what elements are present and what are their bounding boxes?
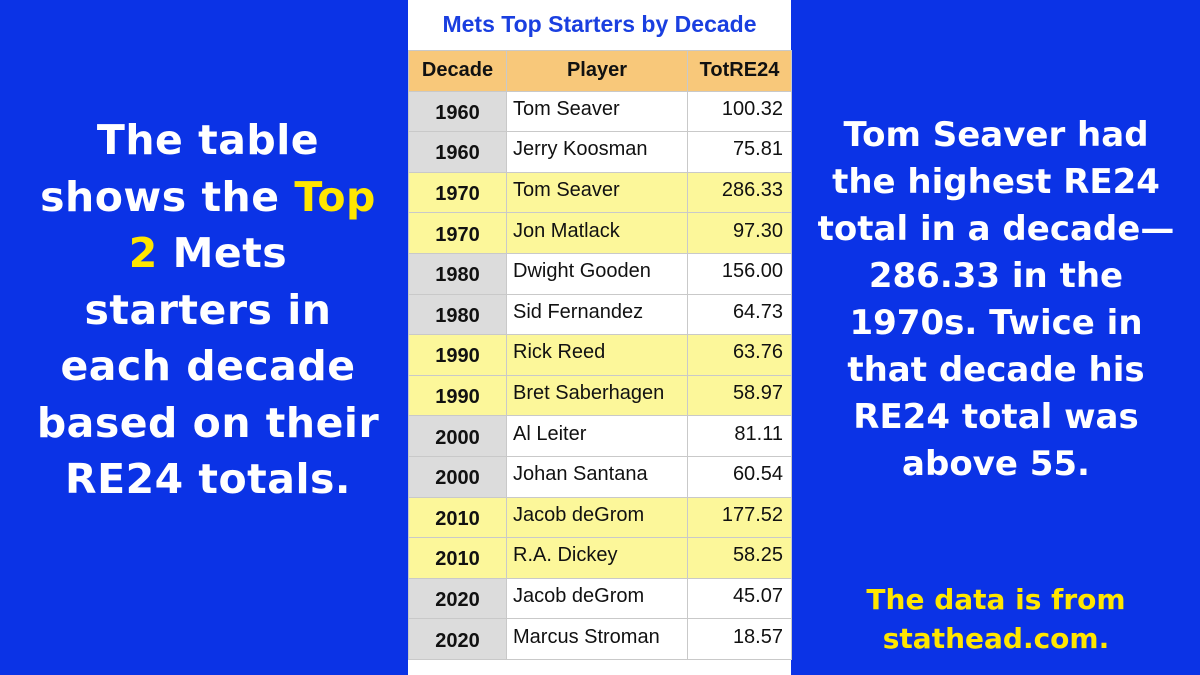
player-cell: Tom Seaver	[506, 171, 688, 214]
player-cell: Johan Santana	[506, 455, 688, 498]
table-panel: Mets Top Starters by Decade Decade Playe…	[408, 0, 792, 675]
table-row: 1970 Tom Seaver 286.33	[408, 171, 792, 214]
totre24-cell: 45.07	[687, 577, 792, 620]
totre24-cell: 75.81	[687, 131, 792, 173]
mets-starters-table: Decade Player TotRE24 1960 Tom Seaver 100.…	[408, 50, 792, 660]
totre24-cell: 81.11	[687, 415, 792, 457]
header-decade: Decade	[408, 50, 507, 92]
decade-cell: 1960	[408, 90, 507, 133]
decade-cell: 1970	[408, 212, 507, 254]
table-row: 1960 Tom Seaver 100.32	[408, 90, 792, 133]
totre24-cell: 286.33	[687, 171, 792, 214]
table-title: Mets Top Starters by Decade	[442, 11, 757, 37]
decade-cell: 2020	[408, 618, 507, 660]
player-cell: Jerry Koosman	[506, 131, 688, 173]
player-cell: Jon Matlack	[506, 212, 688, 254]
totre24-cell: 156.00	[687, 252, 792, 295]
totre24-cell: 63.76	[687, 334, 792, 376]
player-cell: Marcus Stroman	[506, 618, 688, 660]
left-description: The table shows the Top 2 Mets starters …	[28, 112, 388, 508]
decade-cell: 2000	[408, 415, 507, 457]
player-cell: Jacob deGrom	[506, 577, 688, 620]
table-row: 2010 R.A. Dickey 58.25	[408, 537, 792, 579]
player-cell: R.A. Dickey	[506, 537, 688, 579]
decade-cell: 1980	[408, 252, 507, 295]
player-cell: Jacob deGrom	[506, 496, 688, 539]
left-description-end: Mets starters in each decade based on th…	[36, 229, 380, 503]
player-cell: Tom Seaver	[506, 90, 688, 133]
totre24-cell: 58.25	[687, 537, 792, 579]
table-row: 2020 Jacob deGrom 45.07	[408, 577, 792, 620]
table-body: 1960 Tom Seaver 100.32 1960 Jerry Koosman 75.…	[408, 90, 792, 660]
source-note: The data is from stathead.com.	[866, 583, 1126, 655]
decade-cell: 2010	[408, 496, 507, 539]
totre24-cell: 64.73	[687, 293, 792, 336]
table-row: 2020 Marcus Stroman 18.57	[408, 618, 792, 660]
table-row: 1980 Dwight Gooden 156.00	[408, 252, 792, 295]
table-row: 2010 Jacob deGrom 177.52	[408, 496, 792, 539]
header-totre24: TotRE24	[687, 50, 792, 92]
decade-cell: 2010	[408, 537, 507, 579]
totre24-cell: 18.57	[687, 618, 792, 660]
table-row: 2000 Johan Santana 60.54	[408, 455, 792, 498]
table-header-row: Decade Player TotRE24	[408, 50, 792, 92]
totre24-cell: 60.54	[687, 455, 792, 498]
player-cell: Sid Fernandez	[506, 293, 688, 336]
totre24-cell: 58.97	[687, 374, 792, 417]
player-cell: Bret Saberhagen	[506, 374, 688, 417]
player-cell: Rick Reed	[506, 334, 688, 376]
decade-cell: 2020	[408, 577, 507, 620]
totre24-cell: 100.32	[687, 90, 792, 133]
table-row: 1970 Jon Matlack 97.30	[408, 212, 792, 254]
decade-cell: 1990	[408, 334, 507, 376]
top-2-highlight: Top 2	[128, 172, 376, 278]
totre24-cell: 97.30	[687, 212, 792, 254]
player-cell: Dwight Gooden	[506, 252, 688, 295]
player-cell: Al Leiter	[506, 415, 688, 457]
table-row: 1990 Bret Saberhagen 58.97	[408, 374, 792, 417]
decade-cell: 1970	[408, 171, 507, 214]
decade-cell: 1960	[408, 131, 507, 173]
totre24-cell: 177.52	[687, 496, 792, 539]
decade-cell: 1990	[408, 374, 507, 417]
header-player: Player	[506, 50, 688, 92]
table-row: 1990 Rick Reed 63.76	[408, 334, 792, 376]
table-row: 1960 Jerry Koosman 75.81	[408, 131, 792, 173]
table-row: 2000 Al Leiter 81.11	[408, 415, 792, 457]
decade-cell: 1980	[408, 293, 507, 336]
decade-cell: 2000	[408, 455, 507, 498]
table-row: 1980 Sid Fernandez 64.73	[408, 293, 792, 336]
left-description-start: The table shows the	[40, 116, 320, 221]
right-description: Tom Seaver had the highest RE24 total in…	[817, 115, 1175, 484]
